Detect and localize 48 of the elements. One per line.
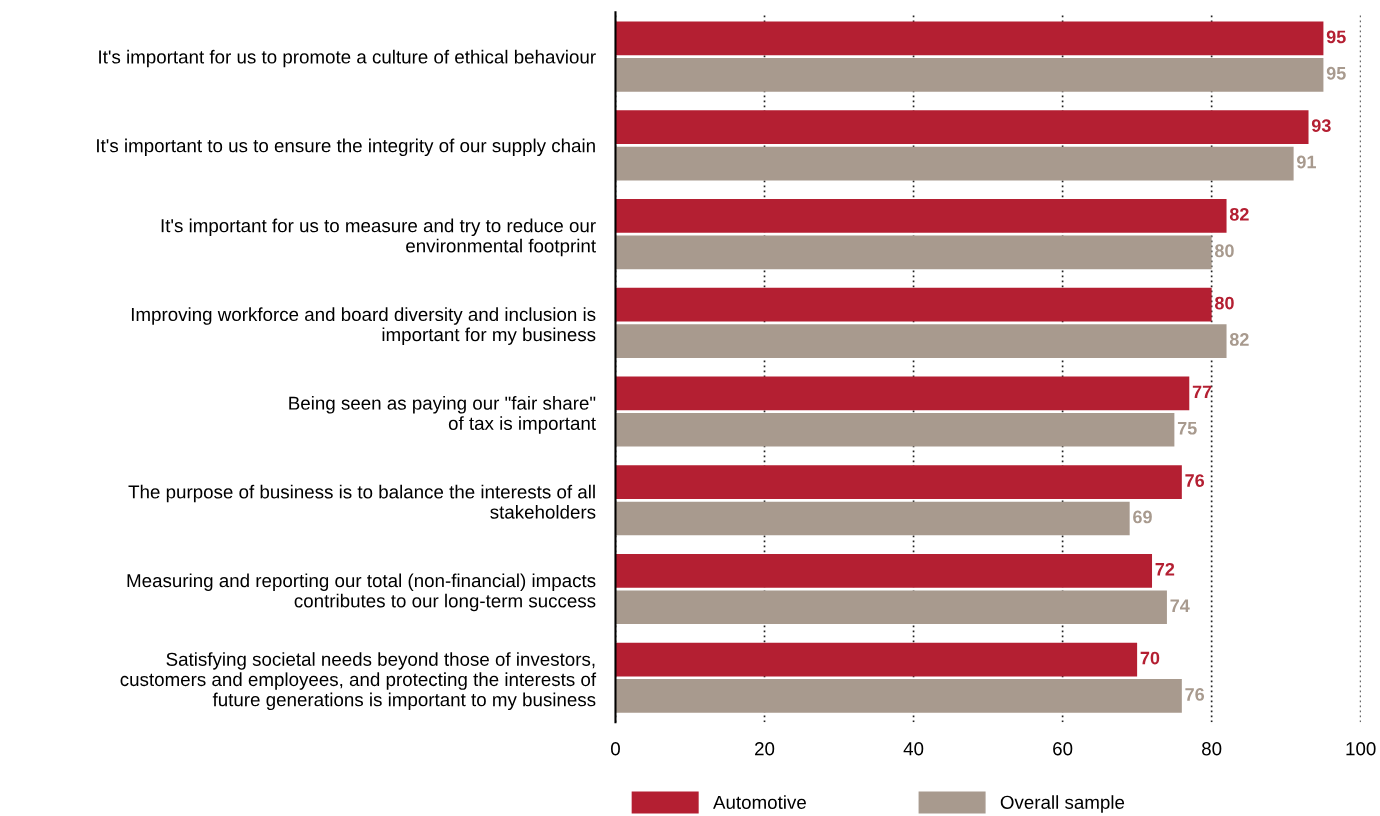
y-tick-label: Being seen as paying our "fair share" of tax is important xyxy=(289,396,596,434)
data-label: 80 xyxy=(1214,244,1234,258)
data-label: 82 xyxy=(1229,207,1249,221)
bar xyxy=(615,554,1153,588)
x-tick-label: 60 xyxy=(1053,742,1073,756)
x-tick-label: 20 xyxy=(755,742,775,756)
y-tick-label: It's important to us to ensure the integrity of our supply chain xyxy=(97,138,595,157)
data-label: 77 xyxy=(1192,385,1212,399)
data-label: 95 xyxy=(1326,30,1346,44)
bar xyxy=(615,146,1294,181)
bar xyxy=(615,642,1138,677)
data-label: 70 xyxy=(1140,651,1160,665)
data-label: 76 xyxy=(1185,474,1205,487)
data-label: 91 xyxy=(1297,155,1316,169)
bar xyxy=(615,235,1212,270)
data-label: 75 xyxy=(1177,422,1197,435)
bar xyxy=(615,324,1227,358)
bar xyxy=(615,21,1324,56)
bar xyxy=(615,110,1309,145)
bar xyxy=(615,501,1130,536)
data-label: 69 xyxy=(1133,510,1152,524)
bar xyxy=(615,57,1324,92)
bar xyxy=(615,679,1182,713)
y-tick-label: Satisfying societal needs beyond those of investors, customers and employees, and protecting the interests of future generations is important to my business xyxy=(120,652,597,711)
y-tick-label: It's important for us to measure and try to reduce our environmental footprint xyxy=(161,218,596,257)
data-label: 82 xyxy=(1229,333,1249,346)
bar xyxy=(615,465,1182,499)
data-label: 76 xyxy=(1185,688,1205,701)
data-label: 72 xyxy=(1155,562,1175,576)
bar xyxy=(615,199,1227,233)
bar xyxy=(615,590,1167,625)
y-tick-label: Improving workforce and board diversity and inclusion is important for my business xyxy=(131,307,596,345)
y-tick-label: Measuring and reporting our total (non-financial) impacts contributes to our long-term success xyxy=(127,573,596,612)
legend-label: Automotive xyxy=(713,795,806,809)
legend-label: Overall sample xyxy=(1000,795,1125,813)
x-tick-label: 0 xyxy=(611,742,620,756)
x-tick-label: 80 xyxy=(1202,742,1222,756)
bar xyxy=(615,287,1212,322)
bar xyxy=(615,376,1190,411)
data-label: 74 xyxy=(1170,599,1190,612)
data-label: 80 xyxy=(1214,296,1234,310)
y-tick-label: It's important for us to promote a culture of ethical behaviour xyxy=(99,49,596,68)
x-tick-label: 40 xyxy=(903,742,924,756)
data-label: 95 xyxy=(1326,66,1346,80)
data-label: 93 xyxy=(1311,119,1331,133)
bar xyxy=(615,412,1175,447)
x-tick-label: 100 xyxy=(1346,742,1376,756)
y-tick-label: The purpose of business is to balance the interests of all stakeholders xyxy=(128,484,596,519)
